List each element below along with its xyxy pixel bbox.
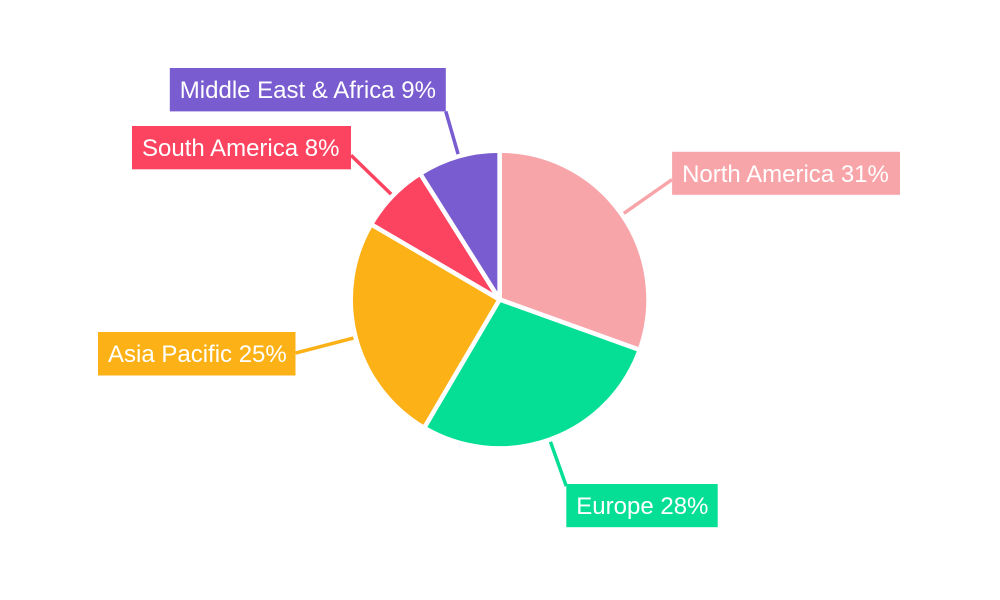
svg-text:North America 31%: North America 31% — [682, 161, 889, 188]
svg-text:Middle East & Africa 9%: Middle East & Africa 9% — [180, 77, 436, 104]
svg-text:Asia Pacific 25%: Asia Pacific 25% — [108, 341, 287, 368]
svg-text:South America 8%: South America 8% — [142, 135, 339, 162]
svg-text:Europe 28%: Europe 28% — [576, 493, 708, 520]
